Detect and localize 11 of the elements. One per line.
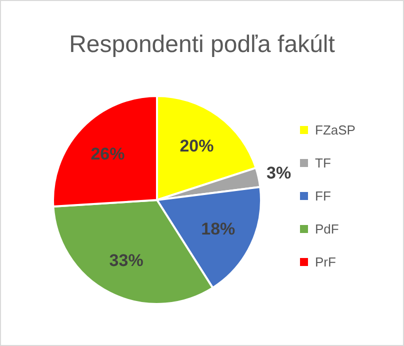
legend-label: FZaSP — [315, 122, 356, 138]
data-label: 33% — [109, 251, 144, 270]
data-label: 26% — [90, 144, 125, 164]
data-label: 18% — [201, 220, 236, 239]
data-label: 3% — [266, 164, 292, 183]
legend-label: PdF — [315, 222, 339, 237]
legend-label: PrF — [315, 254, 336, 270]
legend-label: TF — [315, 156, 331, 171]
legend-label: FF — [315, 188, 331, 204]
data-label: 20% — [180, 136, 214, 156]
chart-title: Respondenti podľa fakúlt — [69, 31, 336, 58]
